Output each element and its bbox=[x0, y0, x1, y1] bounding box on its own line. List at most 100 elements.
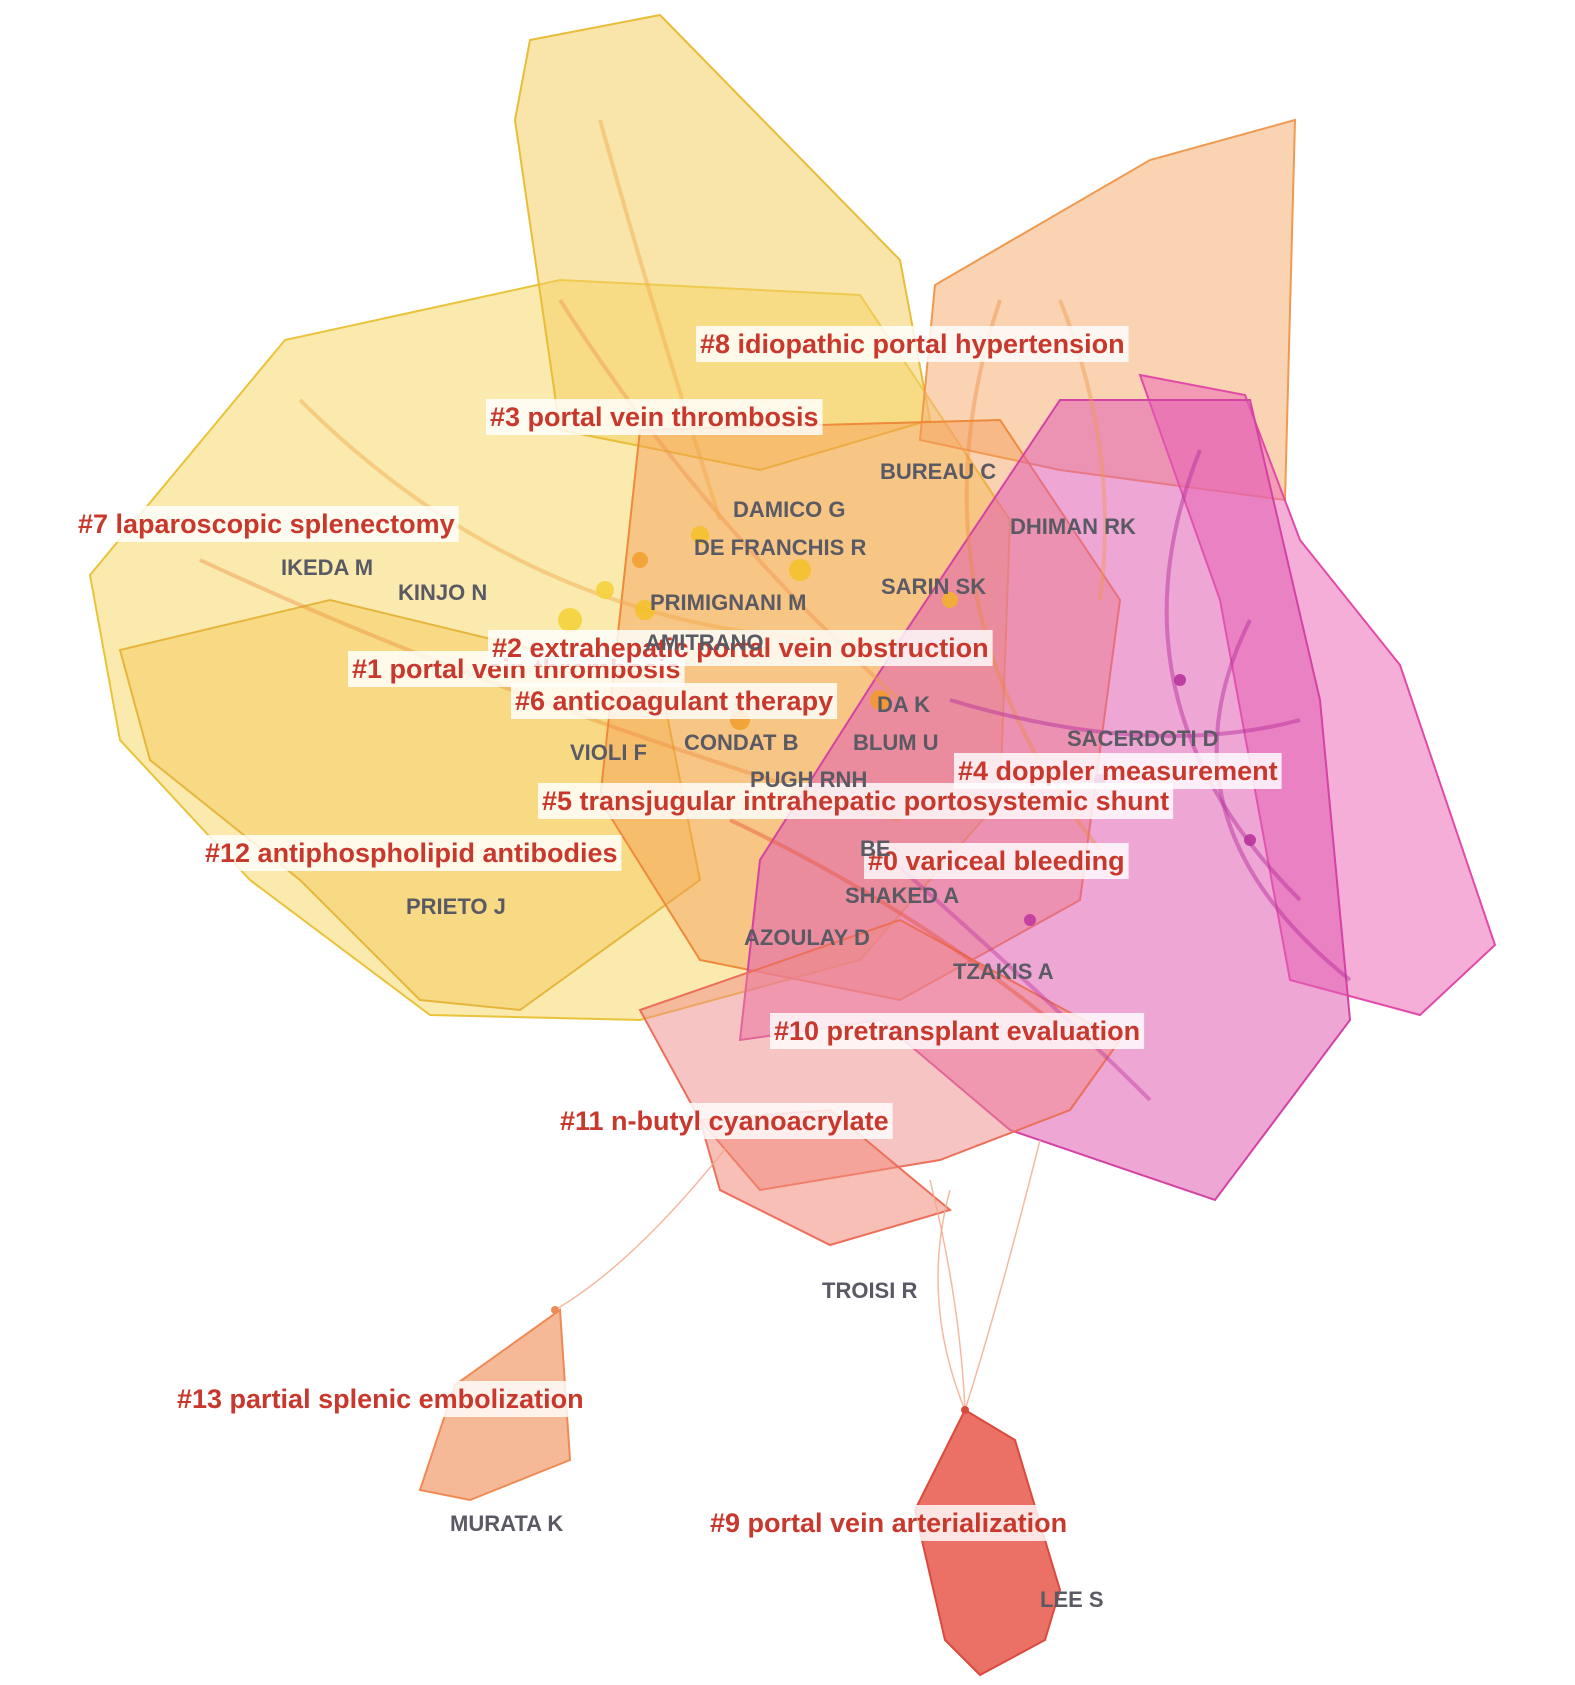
author-label: VIOLI F bbox=[570, 740, 647, 765]
cluster-label-9-bg bbox=[706, 1505, 1072, 1541]
author-label-text: MURATA K bbox=[450, 1511, 563, 1536]
cluster-label-12: #12 antiphospholipid antibodies bbox=[201, 835, 622, 871]
node bbox=[632, 552, 648, 568]
link-arc bbox=[554, 1129, 741, 1311]
cluster-label-2-text: #2 extrahepatic portal vein obstruction bbox=[492, 633, 989, 663]
author-label: SHAKED A bbox=[845, 883, 959, 908]
author-label: SACERDOTI D bbox=[1067, 726, 1219, 751]
author-label-text: DA K bbox=[877, 692, 930, 717]
cluster-label-11-text: #11 n-butyl cyanoacrylate bbox=[560, 1106, 889, 1136]
author-label: KINJO N bbox=[398, 580, 487, 605]
node bbox=[961, 1406, 969, 1414]
node bbox=[551, 1306, 559, 1314]
cluster-label-9: #9 portal vein arterialization bbox=[706, 1505, 1072, 1541]
link-arc bbox=[964, 1139, 1041, 1411]
cluster-label-0-bg bbox=[864, 843, 1129, 879]
author-label: BE bbox=[860, 836, 891, 861]
cluster-label-5-text: #5 transjugular intrahepatic portosystem… bbox=[542, 786, 1169, 816]
link-arc bbox=[937, 1189, 966, 1411]
cluster-label-12-text: #12 antiphospholipid antibodies bbox=[205, 838, 618, 868]
link-arc bbox=[929, 1179, 966, 1411]
cluster-label-3-bg bbox=[486, 399, 823, 435]
author-label: BLUM U bbox=[853, 730, 939, 755]
cluster-label-0-text: #0 variceal bleeding bbox=[868, 846, 1125, 876]
author-label-text: CONDAT B bbox=[684, 730, 798, 755]
author-label-text: AZOULAY D bbox=[744, 925, 870, 950]
cluster-label-8-bg bbox=[696, 326, 1129, 362]
cluster-label-3-text: #3 portal vein thrombosis bbox=[490, 402, 819, 432]
cluster-label-10-bg bbox=[770, 1013, 1145, 1049]
node bbox=[691, 526, 709, 544]
link-arc bbox=[598, 119, 722, 521]
author-label-text: PUGH RNH bbox=[750, 767, 867, 792]
author-label-text: KINJO N bbox=[398, 580, 487, 605]
node bbox=[596, 581, 614, 599]
author-label: SARIN SK bbox=[881, 574, 986, 599]
cluster-label-4-text: #4 doppler measurement bbox=[958, 756, 1278, 786]
author-label: DAMICO G bbox=[733, 497, 845, 522]
author-label-text: TZAKIS A bbox=[953, 959, 1054, 984]
author-label-text: VIOLI F bbox=[570, 740, 647, 765]
link-arc bbox=[878, 848, 1152, 1102]
cluster-label-8: #8 idiopathic portal hypertension bbox=[696, 326, 1129, 362]
link-arc bbox=[1214, 619, 1352, 982]
author-label: PRIMIGNANI M bbox=[650, 590, 806, 615]
author-label: AZOULAY D bbox=[744, 925, 870, 950]
author-label: TROISI R bbox=[822, 1278, 917, 1303]
cluster-label-13-bg bbox=[173, 1381, 588, 1417]
author-label: BUREAU C bbox=[880, 459, 996, 484]
author-label-text: SHAKED A bbox=[845, 883, 959, 908]
author-labels: BUREAU C DAMICO G DHIMAN RK DE FRANCHIS R IK… bbox=[281, 459, 1219, 1612]
author-label-text: BLUM U bbox=[853, 730, 939, 755]
author-label: LEE S bbox=[1040, 1587, 1104, 1612]
author-label: DE FRANCHIS R bbox=[694, 535, 866, 560]
author-label-text: LEE S bbox=[1040, 1587, 1104, 1612]
cluster-label-8-text: #8 idiopathic portal hypertension bbox=[700, 329, 1125, 359]
author-label: CONDAT B bbox=[684, 730, 798, 755]
node bbox=[558, 608, 582, 632]
author-label-text: BUREAU C bbox=[880, 459, 996, 484]
cluster-labels: #0 variceal bleeding#1 portal vein throm… bbox=[74, 326, 1282, 1541]
node bbox=[635, 600, 655, 620]
cluster-label-9-text: #9 portal vein arterialization bbox=[710, 1508, 1067, 1538]
hull-cluster-9 bbox=[913, 1408, 1062, 1677]
cluster-label-11: #11 n-butyl cyanoacrylate bbox=[556, 1103, 893, 1139]
node bbox=[1174, 674, 1186, 686]
cluster-label-3: #3 portal vein thrombosis bbox=[486, 399, 823, 435]
node bbox=[1024, 914, 1036, 926]
cluster-label-10: #10 pretransplant evaluation bbox=[770, 1013, 1145, 1049]
cluster-label-5: #5 transjugular intrahepatic portosystem… bbox=[538, 783, 1174, 819]
node bbox=[789, 559, 811, 581]
author-label-text: DHIMAN RK bbox=[1010, 514, 1136, 539]
author-label: DA K bbox=[877, 692, 930, 717]
cluster-label-13-text: #13 partial splenic embolization bbox=[177, 1384, 584, 1414]
author-label-text: BE bbox=[860, 836, 891, 861]
cluster-label-7: #7 laparoscopic splenectomy bbox=[74, 506, 459, 542]
author-label-text: DE FRANCHIS R bbox=[694, 535, 866, 560]
author-label: DHIMAN RK bbox=[1010, 514, 1136, 539]
author-label-text: IKEDA M bbox=[281, 555, 373, 580]
cluster-label-11-bg bbox=[556, 1103, 893, 1139]
author-label: IKEDA M bbox=[281, 555, 373, 580]
cluster-label-6-text: #6 anticoagulant therapy bbox=[515, 686, 833, 716]
author-label: TZAKIS A bbox=[953, 959, 1054, 984]
author-label-text: SARIN SK bbox=[881, 574, 986, 599]
cluster-label-12-bg bbox=[201, 835, 622, 871]
node bbox=[1244, 834, 1256, 846]
cluster-label-6: #6 anticoagulant therapy bbox=[511, 683, 838, 719]
author-label: PUGH RNH bbox=[750, 767, 867, 792]
cluster-label-0: #0 variceal bleeding bbox=[864, 843, 1129, 879]
cluster-label-7-bg bbox=[74, 506, 459, 542]
author-label-text: PRIETO J bbox=[406, 894, 506, 919]
author-label: PRIETO J bbox=[406, 894, 506, 919]
cluster-label-5-bg bbox=[538, 783, 1174, 819]
author-label-text: PRIMIGNANI M bbox=[650, 590, 806, 615]
node bbox=[870, 690, 890, 710]
author-label: MURATA K bbox=[450, 1511, 563, 1536]
cluster-label-4: #4 doppler measurement bbox=[954, 753, 1282, 789]
cluster-label-13: #13 partial splenic embolization bbox=[173, 1381, 588, 1417]
cluster-label-6-bg bbox=[511, 683, 838, 719]
author-label-text: SACERDOTI D bbox=[1067, 726, 1219, 751]
node bbox=[942, 592, 958, 608]
